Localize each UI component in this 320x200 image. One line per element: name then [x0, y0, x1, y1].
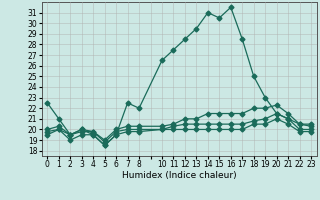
X-axis label: Humidex (Indice chaleur): Humidex (Indice chaleur)	[122, 171, 236, 180]
